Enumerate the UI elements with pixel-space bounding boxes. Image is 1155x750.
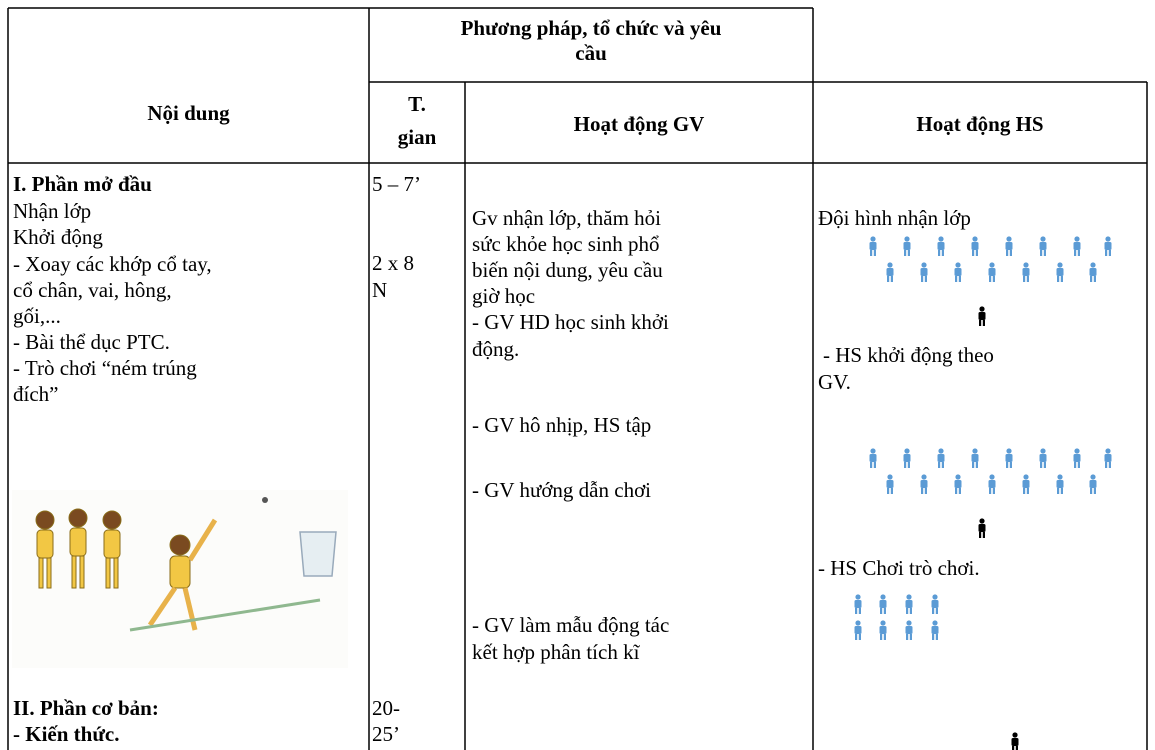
person-icon [1056, 474, 1064, 494]
cell-text: động. [472, 337, 520, 361]
person-icon [1073, 448, 1081, 468]
person-icon [954, 262, 962, 282]
cell-text: - HS khởi động theo [823, 343, 994, 367]
person-icon [905, 620, 913, 640]
person-icon [988, 474, 996, 494]
cell-text: - GV làm mẫu động tác [472, 613, 670, 637]
header-cell: Phương pháp, tổ chức và yêu [460, 16, 722, 40]
person-icon [903, 236, 911, 256]
person-icon [978, 518, 986, 538]
person-icon [1104, 448, 1112, 468]
cell-text: Nhận lớp [13, 199, 92, 223]
person-icon [1056, 262, 1064, 282]
header-cell: cầu [575, 41, 607, 65]
cell-text: - Kiến thức. [13, 722, 120, 746]
person-icon [879, 594, 887, 614]
header-cell: gian [397, 125, 437, 149]
cell-text: - GV hướng dẫn chơi [472, 478, 652, 502]
header-cell: Nội dung [147, 101, 230, 125]
person-icon [937, 448, 945, 468]
person-icon [886, 474, 894, 494]
borders [7, 7, 1148, 750]
game-illustration [12, 490, 348, 668]
person-icon [869, 448, 877, 468]
cell-text: gối,... [13, 304, 61, 328]
person-icon [1005, 448, 1013, 468]
person-icon [1022, 474, 1030, 494]
person-icon [854, 594, 862, 614]
cell-text: - GV HD học sinh khởi [472, 310, 669, 334]
cell-text: 25’ [372, 722, 400, 746]
person-icon [978, 306, 986, 326]
cell-text: Đội hình nhận lớp [818, 206, 971, 230]
cell-text: biến nội dung, yêu cầu [472, 258, 663, 282]
header-cell: Hoạt động GV [573, 112, 705, 136]
person-icon [1005, 236, 1013, 256]
person-icon [1089, 474, 1097, 494]
cell-text: - GV hô nhịp, HS tập [472, 413, 652, 437]
person-icon [1022, 262, 1030, 282]
cell-text: 5 – 7’ [372, 172, 421, 196]
formation-icons [854, 236, 1112, 750]
cell-text: - Xoay các khớp cổ tay, [13, 252, 212, 276]
person-icon [920, 262, 928, 282]
person-icon [886, 262, 894, 282]
cell-text: đích” [13, 382, 59, 406]
person-icon [971, 448, 979, 468]
cell-text: sức khỏe học sinh phổ [472, 232, 660, 256]
person-icon [1104, 236, 1112, 256]
person-icon [931, 594, 939, 614]
cell-text: Gv nhận lớp, thăm hỏi [472, 206, 661, 230]
person-icon [971, 236, 979, 256]
header-cell: T. [408, 92, 426, 116]
person-icon [954, 474, 962, 494]
cell-text: - Bài thể dục PTC. [13, 330, 170, 354]
person-icon [1011, 732, 1019, 750]
cell-text: 20- [372, 696, 400, 720]
person-icon [988, 262, 996, 282]
person-icon [903, 448, 911, 468]
cell-text: cổ chân, vai, hông, [13, 278, 172, 302]
person-icon [879, 620, 887, 640]
person-icon [1039, 448, 1047, 468]
person-icon [905, 594, 913, 614]
person-icon [937, 236, 945, 256]
cell-text: kết hợp phân tích kĩ [472, 640, 640, 664]
cell-text: GV. [818, 370, 851, 394]
cell-text: I. Phần mở đầu [13, 172, 152, 196]
person-icon [854, 620, 862, 640]
cell-text: - Trò chơi “ném trúng [13, 356, 197, 380]
header-cell: Hoạt động HS [916, 112, 1044, 136]
person-icon [1073, 236, 1081, 256]
person-icon [931, 620, 939, 640]
person-icon [1039, 236, 1047, 256]
cell-text: giờ học [472, 284, 536, 308]
cell-text: 2 x 8 [372, 251, 414, 275]
person-icon [869, 236, 877, 256]
cell-text: N [372, 278, 388, 302]
cell-text: - HS Chơi trò chơi. [818, 556, 980, 580]
cell-text: II. Phần cơ bản: [13, 696, 159, 720]
person-icon [1089, 262, 1097, 282]
cell-text: Khởi động [13, 225, 103, 249]
person-icon [920, 474, 928, 494]
